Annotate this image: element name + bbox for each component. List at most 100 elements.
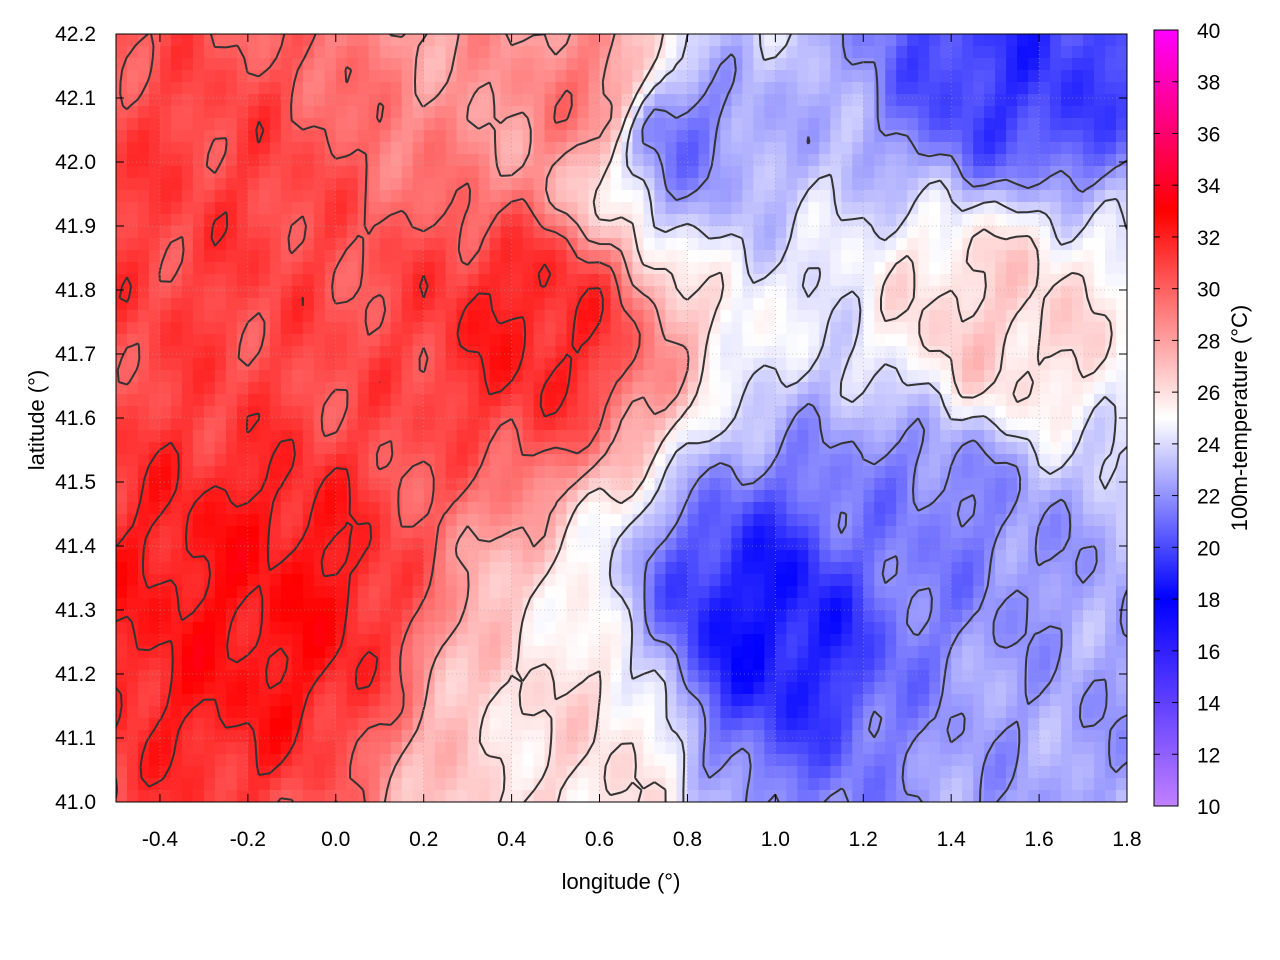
heatmap-cell (698, 322, 711, 335)
heatmap-cell (577, 70, 590, 83)
heatmap-cell (863, 514, 875, 527)
heatmap-cell (621, 490, 634, 503)
heatmap-cell (302, 274, 315, 287)
heatmap-cell (368, 658, 381, 671)
heatmap-cell (1083, 310, 1095, 323)
heatmap-cell (841, 310, 853, 323)
heatmap-cell (269, 622, 282, 635)
heatmap-cell (863, 70, 875, 83)
heatmap-cell (346, 202, 359, 215)
heatmap-cell (412, 622, 425, 635)
heatmap-cell (258, 562, 271, 575)
heatmap-cell (533, 166, 546, 179)
heatmap-cell (797, 166, 809, 179)
heatmap-cell (918, 418, 930, 431)
heatmap-cell (1028, 490, 1040, 503)
heatmap-cell (170, 178, 183, 191)
heatmap-cell (203, 622, 216, 635)
heatmap-cell (1050, 478, 1062, 491)
heatmap-cell (368, 178, 381, 191)
heatmap-cell (885, 142, 897, 155)
heatmap-cell (203, 130, 216, 143)
heatmap-cell (797, 634, 809, 647)
heatmap-cell (555, 610, 568, 623)
heatmap-cell (346, 82, 359, 95)
heatmap-cell (137, 178, 150, 191)
heatmap-cell (423, 454, 436, 467)
heatmap-cell (324, 34, 337, 47)
heatmap-cell (687, 274, 700, 287)
heatmap-cell (1105, 286, 1117, 299)
heatmap-cell (786, 466, 798, 479)
heatmap-cell (225, 274, 238, 287)
heatmap-cell (544, 202, 557, 215)
heatmap-cell (786, 526, 798, 539)
heatmap-cell (335, 598, 348, 611)
heatmap-cell (236, 250, 249, 263)
heatmap-cell (192, 154, 205, 167)
heatmap-cell (280, 46, 293, 59)
heatmap-cell (940, 142, 952, 155)
heatmap-cell (929, 490, 941, 503)
heatmap-cell (995, 94, 1007, 107)
heatmap-cell (269, 514, 282, 527)
heatmap-cell (434, 310, 447, 323)
heatmap-cell (236, 94, 249, 107)
heatmap-cell (797, 466, 809, 479)
heatmap-cell (808, 430, 820, 443)
heatmap-cell (401, 538, 414, 551)
heatmap-cell (313, 382, 326, 395)
heatmap-cell (654, 130, 667, 143)
heatmap-cell (995, 46, 1007, 59)
heatmap-cell (577, 394, 590, 407)
heatmap-cell (478, 82, 491, 95)
heatmap-cell (885, 214, 897, 227)
heatmap-cell (577, 526, 590, 539)
heatmap-cell (929, 238, 941, 251)
heatmap-cell (1116, 118, 1127, 131)
heatmap-cell (951, 118, 963, 131)
heatmap-cell (214, 502, 227, 515)
heatmap-cell (368, 262, 381, 275)
heatmap-cell (577, 202, 590, 215)
heatmap-cell (170, 34, 183, 47)
heatmap-cell (159, 598, 172, 611)
heatmap-cell (192, 298, 205, 311)
heatmap-cell (280, 298, 293, 311)
heatmap-cell (720, 286, 732, 299)
heatmap-cell (885, 178, 897, 191)
heatmap-cell (830, 538, 842, 551)
heatmap-cell (687, 154, 700, 167)
heatmap-cell (951, 286, 963, 299)
heatmap-cell (533, 562, 546, 575)
heatmap-cell (170, 142, 183, 155)
heatmap-cell (632, 202, 645, 215)
heatmap-cell (214, 610, 227, 623)
heatmap-cell (764, 358, 776, 371)
heatmap-cell (489, 226, 502, 239)
heatmap-cell (643, 634, 656, 647)
heatmap-cell (159, 334, 172, 347)
heatmap-cell (984, 394, 996, 407)
heatmap-cell (1105, 586, 1117, 599)
heatmap-cell (1116, 58, 1127, 71)
heatmap-cell (687, 250, 700, 263)
heatmap-cell (1039, 106, 1051, 119)
heatmap-cell (610, 574, 623, 587)
heatmap-cell (995, 382, 1007, 395)
heatmap-cell (522, 154, 535, 167)
heatmap-cell (137, 142, 150, 155)
heatmap-cell (830, 310, 842, 323)
heatmap-cell (1028, 622, 1040, 635)
heatmap-cell (346, 430, 359, 443)
heatmap-cell (885, 550, 897, 563)
heatmap-cell (1017, 250, 1029, 263)
heatmap-cell (830, 382, 842, 395)
heatmap-cell (951, 574, 963, 587)
heatmap-cell (973, 550, 985, 563)
heatmap-cell (291, 370, 304, 383)
heatmap-cell (885, 106, 897, 119)
heatmap-cell (610, 94, 623, 107)
heatmap-cell (1017, 418, 1029, 431)
heatmap-cell (148, 298, 161, 311)
